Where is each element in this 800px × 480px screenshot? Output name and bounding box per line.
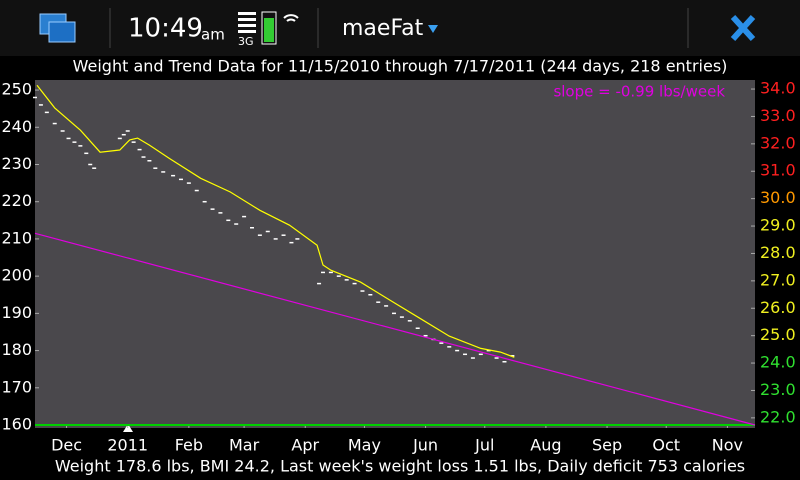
y2-tick-label: 27.0 <box>760 270 796 289</box>
network-type: 3G <box>238 35 254 48</box>
y-tick-label: 170 <box>1 377 32 396</box>
y-tick-label: 240 <box>1 117 32 136</box>
trend-line <box>34 232 756 426</box>
app-title[interactable]: maeFat <box>342 16 424 41</box>
x-tick-label: Aug <box>530 436 561 455</box>
y-tick-label: 210 <box>1 228 32 247</box>
chart-title: Weight and Trend Data for 11/15/2010 thr… <box>73 57 728 76</box>
clock: 10:49 <box>128 14 203 44</box>
signal-bar <box>238 24 256 27</box>
x-tick-label: Feb <box>175 436 203 455</box>
close-button[interactable] <box>730 14 756 42</box>
task-switcher-icon[interactable] <box>39 13 76 43</box>
y-tick-label: 190 <box>1 303 32 322</box>
footer-summary: Weight 178.6 lbs, BMI 24.2, Last week's … <box>55 457 745 476</box>
x-tick-label: Dec <box>51 436 82 455</box>
y-tick-label: 220 <box>1 191 32 210</box>
y2-tick-label: 32.0 <box>760 133 796 152</box>
signal-bar <box>238 30 256 33</box>
y2-tick-label: 22.0 <box>760 407 796 426</box>
y-tick-label: 180 <box>1 340 32 359</box>
x-tick-label: Jul <box>474 436 494 455</box>
y2-tick-label: 31.0 <box>760 161 796 180</box>
trend-line <box>36 84 515 358</box>
y2-tick-label: 33.0 <box>760 106 796 125</box>
app-menu-arrow[interactable] <box>428 25 438 33</box>
signal-bar <box>238 18 256 21</box>
x-tick-label: Nov <box>712 436 743 455</box>
window-front <box>48 21 76 43</box>
y2-tick-label: 34.0 <box>760 79 796 98</box>
x-tick-label: Mar <box>229 436 260 455</box>
y2-tick-label: 30.0 <box>760 188 796 207</box>
status-bar <box>0 0 800 56</box>
battery-level <box>264 18 274 42</box>
clock-ampm: am <box>201 26 225 44</box>
y2-tick-label: 29.0 <box>760 216 796 235</box>
x-tick-label: Jun <box>412 436 438 455</box>
signal-bar <box>238 12 256 15</box>
battery <box>261 11 277 45</box>
y-tick-label: 200 <box>1 266 32 285</box>
x-tick-label: 2011 <box>107 436 148 455</box>
plot-area <box>35 80 755 428</box>
y-tick-label: 160 <box>1 415 32 434</box>
slope-annotation: slope = -0.99 lbs/week <box>553 83 725 101</box>
x-tick-label: May <box>348 436 381 455</box>
y-tick-label: 250 <box>1 80 32 99</box>
y2-tick-label: 23.0 <box>760 380 796 399</box>
y2-tick-label: 24.0 <box>760 353 796 372</box>
y-tick-label: 230 <box>1 154 32 173</box>
x-tick-label: Sep <box>592 436 622 455</box>
wifi-icon <box>283 14 299 22</box>
y2-tick-label: 28.0 <box>760 243 796 262</box>
x-tick-label: Oct <box>652 436 680 455</box>
y2-tick-label: 26.0 <box>760 298 796 317</box>
signal-icon <box>238 12 256 33</box>
y2-tick-label: 25.0 <box>760 325 796 344</box>
x-tick-label: Apr <box>291 436 319 455</box>
